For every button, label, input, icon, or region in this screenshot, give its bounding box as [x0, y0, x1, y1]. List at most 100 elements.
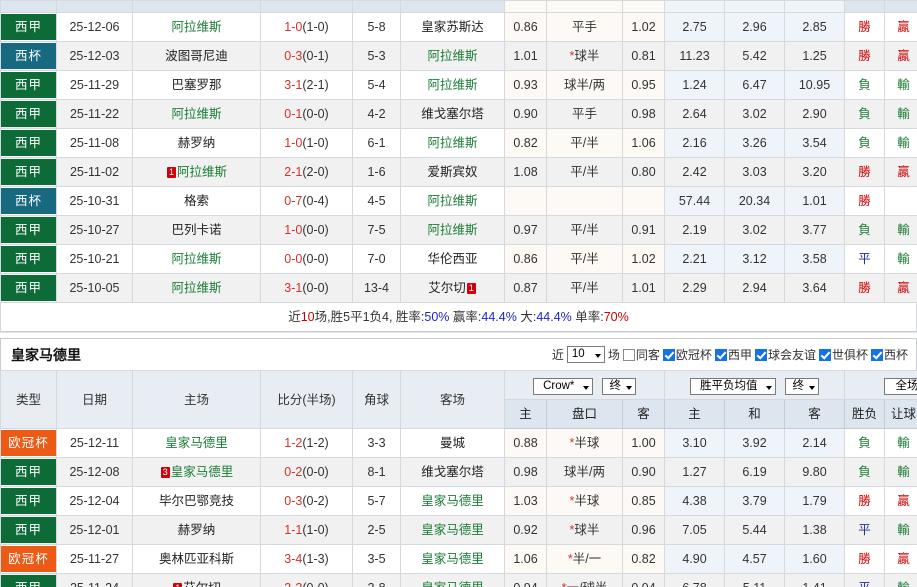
cell-home-team[interactable]: 赫罗纳	[132, 128, 261, 158]
cell-league[interactable]: 欧冠杯	[0, 428, 57, 458]
league-filter-4[interactable]: 西杯	[870, 346, 908, 363]
cell-home-team[interactable]: 格索	[132, 186, 261, 216]
winloss-result: 勝	[858, 20, 871, 34]
summary-big-label: 大:	[520, 310, 537, 324]
cell-home-team[interactable]: 赫罗纳	[132, 515, 261, 545]
cell-home-team[interactable]: 皇家马德里	[132, 428, 261, 458]
table-row[interactable]: 西甲25-11-241艾尔切2-2(0-0)2-8皇家马德里0.94*一/球半0…	[0, 573, 917, 587]
cell-league[interactable]: 西甲	[0, 573, 57, 587]
header-type: 类型	[0, 370, 57, 429]
euro-select[interactable]: 胜平负均值	[689, 378, 776, 395]
cell-away-team[interactable]: 爱斯宾奴	[400, 157, 505, 187]
cell-home-team[interactable]: 阿拉维斯	[132, 244, 261, 274]
cell-league[interactable]: 西杯	[0, 41, 57, 71]
cell-odds-home: 1.01	[504, 41, 547, 71]
home-team-name: 巴塞罗那	[171, 78, 222, 92]
company-select[interactable]: Crow*	[532, 378, 593, 395]
cell-away-team[interactable]: 华伦西亚	[400, 244, 505, 274]
cell-league[interactable]: 西甲	[0, 244, 57, 274]
cell-handicap: 球半/两	[546, 70, 623, 100]
table-row[interactable]: 西杯 25-12-03 波图哥尼迪 0-3(0-1) 5-3 阿拉维斯 1.01 *球半 0.8…	[0, 41, 917, 71]
cell-league[interactable]: 西甲	[0, 457, 57, 487]
cell-score: 1-0(0-0)	[260, 215, 353, 245]
cell-away-team[interactable]: 曼城	[400, 428, 505, 458]
checkbox-icon[interactable]	[818, 348, 831, 361]
league-filter-3[interactable]: 世俱杯	[818, 346, 868, 363]
cell-league[interactable]: 西甲	[0, 273, 57, 303]
cell-away-team[interactable]: 皇家马德里	[400, 515, 505, 545]
cell-league[interactable]: 西甲	[0, 12, 57, 42]
league-filter-label: 世俱杯	[831, 348, 868, 362]
cell-home-team[interactable]: 3 皇家马德里	[132, 457, 261, 487]
cell-home-team[interactable]: 阿拉维斯	[132, 12, 261, 42]
cell-league[interactable]: 西甲	[0, 215, 57, 245]
table-row[interactable]: 西甲 25-10-21 阿拉维斯 0-0(0-0) 7-0 华伦西亚 0.86 平/半 1.02…	[0, 244, 917, 274]
cell-away-team[interactable]: 维戈塞尔塔	[400, 99, 505, 129]
cell-away-team[interactable]: 皇家苏斯达	[400, 12, 505, 42]
winloss-result: 勝	[858, 165, 871, 179]
cell-away-team[interactable]: 维戈塞尔塔	[400, 457, 505, 487]
cell-away-team[interactable]: 皇家马德里	[400, 486, 505, 516]
half-time-score: (1-3)	[302, 552, 329, 566]
table-row[interactable]: 西甲 25-11-02 1 阿拉维斯 2-1(2-0) 1-6 爱斯宾奴 1.08 平/半 0.8…	[0, 157, 917, 187]
cell-away-team[interactable]: 阿拉维斯	[400, 41, 505, 71]
cell-league[interactable]: 西甲	[0, 157, 57, 187]
same-away-checkbox-group[interactable]: 同客	[622, 346, 660, 363]
cell-away-team[interactable]: 阿拉维斯	[400, 186, 505, 216]
table-row[interactable]: 西杯 25-10-31 格索 0-7(0-4) 4-5 阿拉维斯 57.44 20.34 1.0…	[0, 186, 917, 216]
cell-league[interactable]: 西甲	[0, 99, 57, 129]
cell-league[interactable]: 西甲	[0, 70, 57, 100]
cell-home-team[interactable]: 1艾尔切	[132, 573, 261, 587]
summary-prefix: 近	[288, 310, 301, 324]
table-row[interactable]: 西甲 25-11-29 巴塞罗那 3-1(2-1) 5-4 阿拉维斯 0.93 球半/两 0.9…	[0, 70, 917, 100]
cell-home-team[interactable]: 奥林匹亚科斯	[132, 544, 261, 574]
cell-away-team[interactable]: 艾尔切 1	[400, 273, 505, 303]
checkbox-icon[interactable]	[870, 348, 883, 361]
summary-big-pct: 44.4%	[536, 310, 572, 324]
cell-league[interactable]: 西甲	[0, 515, 57, 545]
cell-league[interactable]: 西甲	[0, 128, 57, 158]
cell-home-team[interactable]: 巴塞罗那	[132, 70, 261, 100]
table-row[interactable]: 西甲 25-12-06 阿拉维斯 1-0(1-0) 5-8 皇家苏斯达 0.86 平手 1.02…	[0, 12, 917, 42]
checkbox-icon[interactable]	[662, 348, 675, 361]
checkbox-icon[interactable]	[754, 348, 767, 361]
table-row[interactable]: 西甲 25-11-22 阿拉维斯 0-1(0-0) 4-2 维戈塞尔塔 0.90 平手 0.98…	[0, 99, 917, 129]
stage-select-2[interactable]: 终	[785, 378, 820, 395]
cell-date: 25-12-06	[56, 12, 133, 42]
league-filter-0[interactable]: 欧冠杯	[662, 346, 712, 363]
table-row[interactable]: 西甲 25-11-08 赫罗纳 1-0(1-0) 6-1 阿拉维斯 0.82 平/半 1.06 2…	[0, 128, 917, 158]
table-row[interactable]: 西甲 25-10-27 巴列卡诺 1-0(0-0) 7-5 阿拉维斯 0.97 平/半 0.91…	[0, 215, 917, 245]
cell-away-team[interactable]: 阿拉维斯	[400, 215, 505, 245]
cell-away-team[interactable]: 阿拉维斯	[400, 128, 505, 158]
table-row[interactable]: 西甲 25-12-04 毕尔巴鄂竞技 0-3(0-2) 5-7 皇家马德里 1.03 *半球 0…	[0, 486, 917, 516]
league-filter-1[interactable]: 西甲	[714, 346, 752, 363]
cell-home-team[interactable]: 毕尔巴鄂竞技	[132, 486, 261, 516]
handicap-result: 輸	[897, 436, 910, 450]
cell-odds-away: 0.91	[622, 215, 665, 245]
cell-score: 2-1(2-0)	[260, 157, 353, 187]
recent-count-select[interactable]: 10	[566, 346, 605, 363]
cell-home-team[interactable]: 阿拉维斯	[132, 273, 261, 303]
stage-select-1[interactable]: 终	[602, 378, 637, 395]
cell-home-team[interactable]: 阿拉维斯	[132, 99, 261, 129]
cell-date: 25-11-22	[56, 99, 133, 129]
table-row[interactable]: 西甲 25-12-08 3 皇家马德里 0-2(0-0) 8-1 维戈塞尔塔 0.98 球半/两…	[0, 457, 917, 487]
league-filter-2[interactable]: 球会友谊	[754, 346, 816, 363]
table-row[interactable]: 欧冠杯 25-11-27 奥林匹亚科斯 3-4(1-3) 3-5 皇家马德里 1.06 *半/…	[0, 544, 917, 574]
cell-home-team[interactable]: 巴列卡诺	[132, 215, 261, 245]
table-row[interactable]: 西甲 25-12-01 赫罗纳 1-1(1-0) 2-5 皇家马德里 0.92 *球半 0.96…	[0, 515, 917, 545]
checkbox-icon[interactable]	[714, 348, 727, 361]
table-row[interactable]: 欧冠杯 25-12-11 皇家马德里 1-2(1-2) 3-3 曼城 0.88 *半球 1.00…	[0, 428, 917, 458]
cell-away-team[interactable]: 皇家马德里	[400, 573, 505, 587]
cell-league[interactable]: 西杯	[0, 186, 57, 216]
table-row[interactable]: 西甲 25-10-05 阿拉维斯 3-1(0-0) 13-4 艾尔切 1 0.87 平/半 1.0…	[0, 273, 917, 303]
cell-league[interactable]: 欧冠杯	[0, 544, 57, 574]
cell-away-team[interactable]: 阿拉维斯	[400, 70, 505, 100]
same-away-checkbox[interactable]	[622, 348, 635, 361]
cell-home-team[interactable]: 1 阿拉维斯	[132, 157, 261, 187]
cell-league[interactable]: 西甲	[0, 486, 57, 516]
half-time-score: (2-0)	[302, 165, 329, 179]
scope-select[interactable]: 全场	[884, 378, 917, 395]
cell-away-team[interactable]: 皇家马德里	[400, 544, 505, 574]
cell-home-team[interactable]: 波图哥尼迪	[132, 41, 261, 71]
